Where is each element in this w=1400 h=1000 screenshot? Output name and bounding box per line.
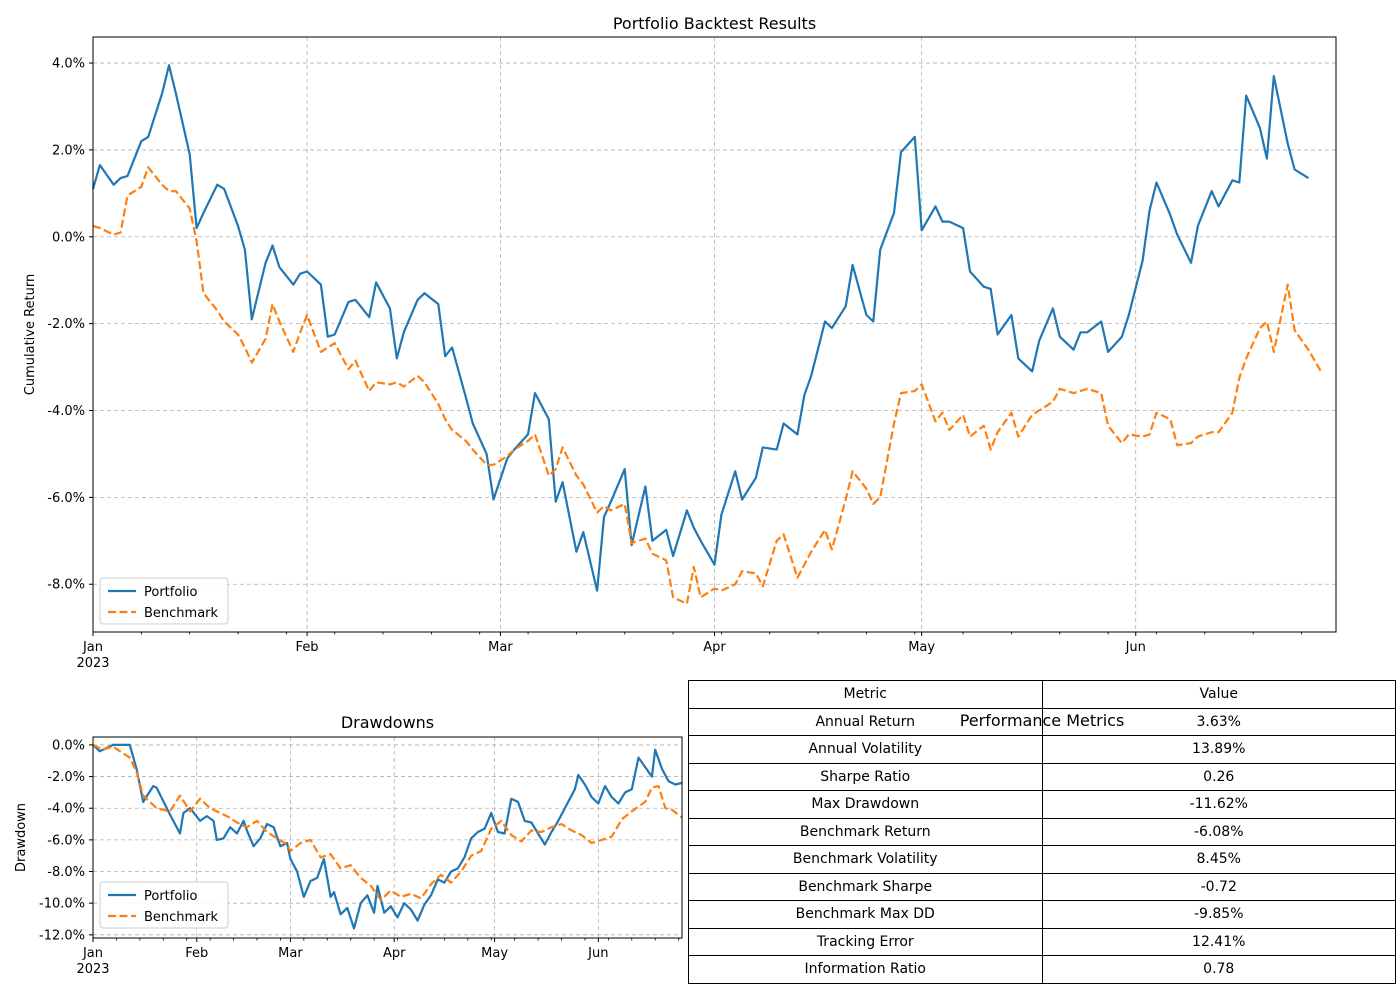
table-row: Benchmark Sharpe -0.72 xyxy=(688,872,1396,901)
y-tick-label: 0.0% xyxy=(52,738,85,753)
x-tick-label: Jan xyxy=(82,946,103,961)
y-tick-label: 4.0% xyxy=(52,57,85,72)
table-row: Max Drawdown -11.62% xyxy=(688,790,1396,819)
table-row: Benchmark Max DD -9.85% xyxy=(688,900,1396,929)
x-tick-label: Feb xyxy=(296,640,319,655)
x-tick-label: Jun xyxy=(1125,640,1146,655)
x-tick-label: Apr xyxy=(703,640,726,655)
table-header-cell: Value xyxy=(1041,680,1396,709)
metric-value: 0.78 xyxy=(1041,955,1396,984)
table-row: Sharpe Ratio 0.26 xyxy=(688,762,1396,791)
metric-value: -0.72 xyxy=(1041,872,1396,901)
y-tick-label: -4.0% xyxy=(47,404,85,419)
y-tick-label: -8.0% xyxy=(47,865,85,880)
metric-name: Annual Volatility xyxy=(688,735,1043,764)
table-row: Tracking Error 12.41% xyxy=(688,927,1396,956)
metric-value: 0.26 xyxy=(1041,762,1396,791)
legend-label: Benchmark xyxy=(144,910,219,925)
metric-value: 3.63% xyxy=(1041,707,1396,736)
y-tick-label: -8.0% xyxy=(47,578,85,593)
y-tick-label: -6.0% xyxy=(47,491,85,506)
series-line-benchmark xyxy=(92,743,683,902)
y-axis-label: Drawdown xyxy=(14,803,29,872)
y-tick-label: -6.0% xyxy=(47,833,85,848)
metric-name: Benchmark Return xyxy=(688,817,1043,846)
metric-name: Sharpe Ratio xyxy=(688,762,1043,791)
chart-title: Portfolio Backtest Results xyxy=(613,14,816,33)
y-tick-label: -2.0% xyxy=(47,317,85,332)
x-tick-label: Feb xyxy=(185,946,208,961)
y-tick-label: -10.0% xyxy=(39,897,85,912)
series-line-portfolio xyxy=(92,743,683,930)
y-tick-label: 0.0% xyxy=(52,230,85,245)
y-axis-label: Cumulative Return xyxy=(23,274,38,395)
x-tick-label: May xyxy=(908,640,935,655)
x-tick-label: Jan xyxy=(82,640,103,655)
y-tick-label: 2.0% xyxy=(52,143,85,158)
x-tick-label: May xyxy=(481,946,508,961)
plot-frame xyxy=(92,736,683,939)
table-row: Information Ratio 0.78 xyxy=(688,955,1396,984)
legend-label: Portfolio xyxy=(144,585,198,600)
metric-value: 8.45% xyxy=(1041,845,1396,874)
x-tick-label: Jun xyxy=(587,946,608,961)
table-header-cell: Metric xyxy=(688,680,1043,709)
x-tick-label: Mar xyxy=(278,946,303,961)
y-tick-label: -2.0% xyxy=(47,770,85,785)
y-tick-label: -4.0% xyxy=(47,802,85,817)
metric-value: -9.85% xyxy=(1041,900,1396,929)
series-line-benchmark xyxy=(92,166,1324,605)
x-tick-sublabel: 2023 xyxy=(76,962,109,977)
table-header-row: Metric Value xyxy=(688,680,1396,709)
metric-name: Benchmark Volatility xyxy=(688,845,1043,874)
performance-metrics-table: Metric Value Annual Return 3.63% Annual V… xyxy=(688,680,1396,984)
legend-label: Portfolio xyxy=(144,889,198,904)
legend-label: Benchmark xyxy=(144,606,219,621)
table-row: Annual Return 3.63% xyxy=(688,707,1396,736)
metric-name: Benchmark Max DD xyxy=(688,900,1043,929)
metric-value: 12.41% xyxy=(1041,927,1396,956)
table-row: Annual Volatility 13.89% xyxy=(688,735,1396,764)
legend: Portfolio Benchmark xyxy=(99,577,229,625)
metric-value: -11.62% xyxy=(1041,790,1396,819)
x-tick-label: Apr xyxy=(383,946,406,961)
y-tick-label: -12.0% xyxy=(39,928,85,943)
table-row: Benchmark Return -6.08% xyxy=(688,817,1396,846)
x-tick-label: Mar xyxy=(488,640,513,655)
legend: Portfolio Benchmark xyxy=(99,881,229,929)
metric-name: Annual Return xyxy=(688,707,1043,736)
metric-value: 13.89% xyxy=(1041,735,1396,764)
table-row: Benchmark Volatility 8.45% xyxy=(688,845,1396,874)
chart-title: Drawdowns xyxy=(341,713,434,732)
metric-name: Max Drawdown xyxy=(688,790,1043,819)
metric-name: Tracking Error xyxy=(688,927,1043,956)
x-tick-sublabel: 2023 xyxy=(76,656,109,671)
metric-name: Information Ratio xyxy=(688,955,1043,984)
metric-name: Benchmark Sharpe xyxy=(688,872,1043,901)
series-line-portfolio xyxy=(91,64,1309,592)
metric-value: -6.08% xyxy=(1041,817,1396,846)
